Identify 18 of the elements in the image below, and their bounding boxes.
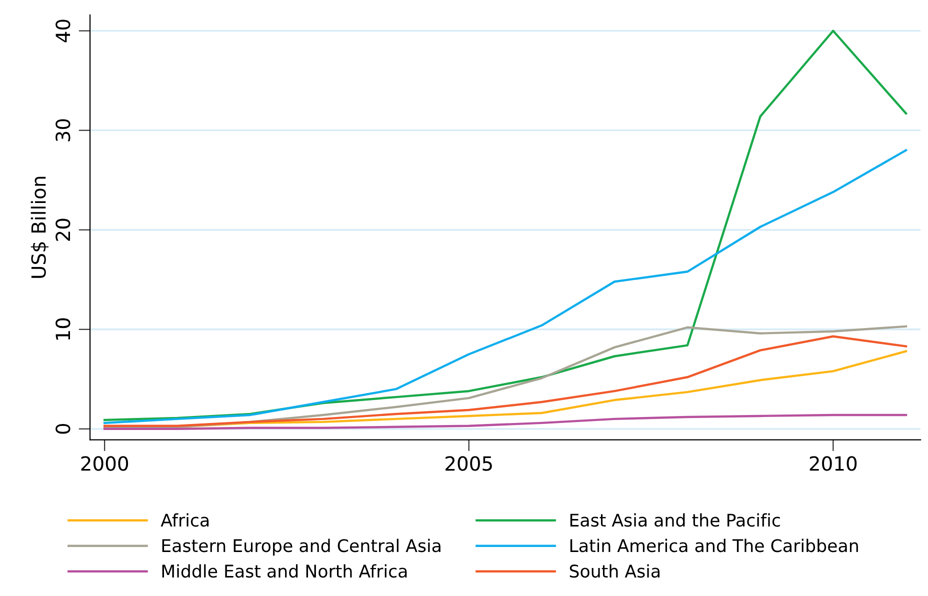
y-axis-title: US$ Billion [30,176,48,278]
legend-label: Middle East and North Africa [162,564,407,578]
x-tick-label: 2000 [81,456,128,471]
legend-label: South Asia [570,564,660,578]
legend-label: Latin America and The Caribbean [570,538,858,552]
y-tick-label: 20 [56,218,70,241]
x-tick-label: 2005 [446,456,492,471]
legend-label: East Asia and the Pacific [570,513,780,527]
line-series [103,149,908,424]
line-series [103,30,908,422]
legend-label: Africa [160,513,209,527]
y-tick-label: 40 [56,20,70,42]
y-tick-label: 10 [56,318,70,340]
x-tick-label: 2010 [810,456,857,471]
y-tick-label: 0 [56,424,70,434]
y-tick-label: 30 [56,119,70,142]
line-series [103,414,908,430]
legend-label: Eastern Europe and Central Asia [162,538,440,556]
